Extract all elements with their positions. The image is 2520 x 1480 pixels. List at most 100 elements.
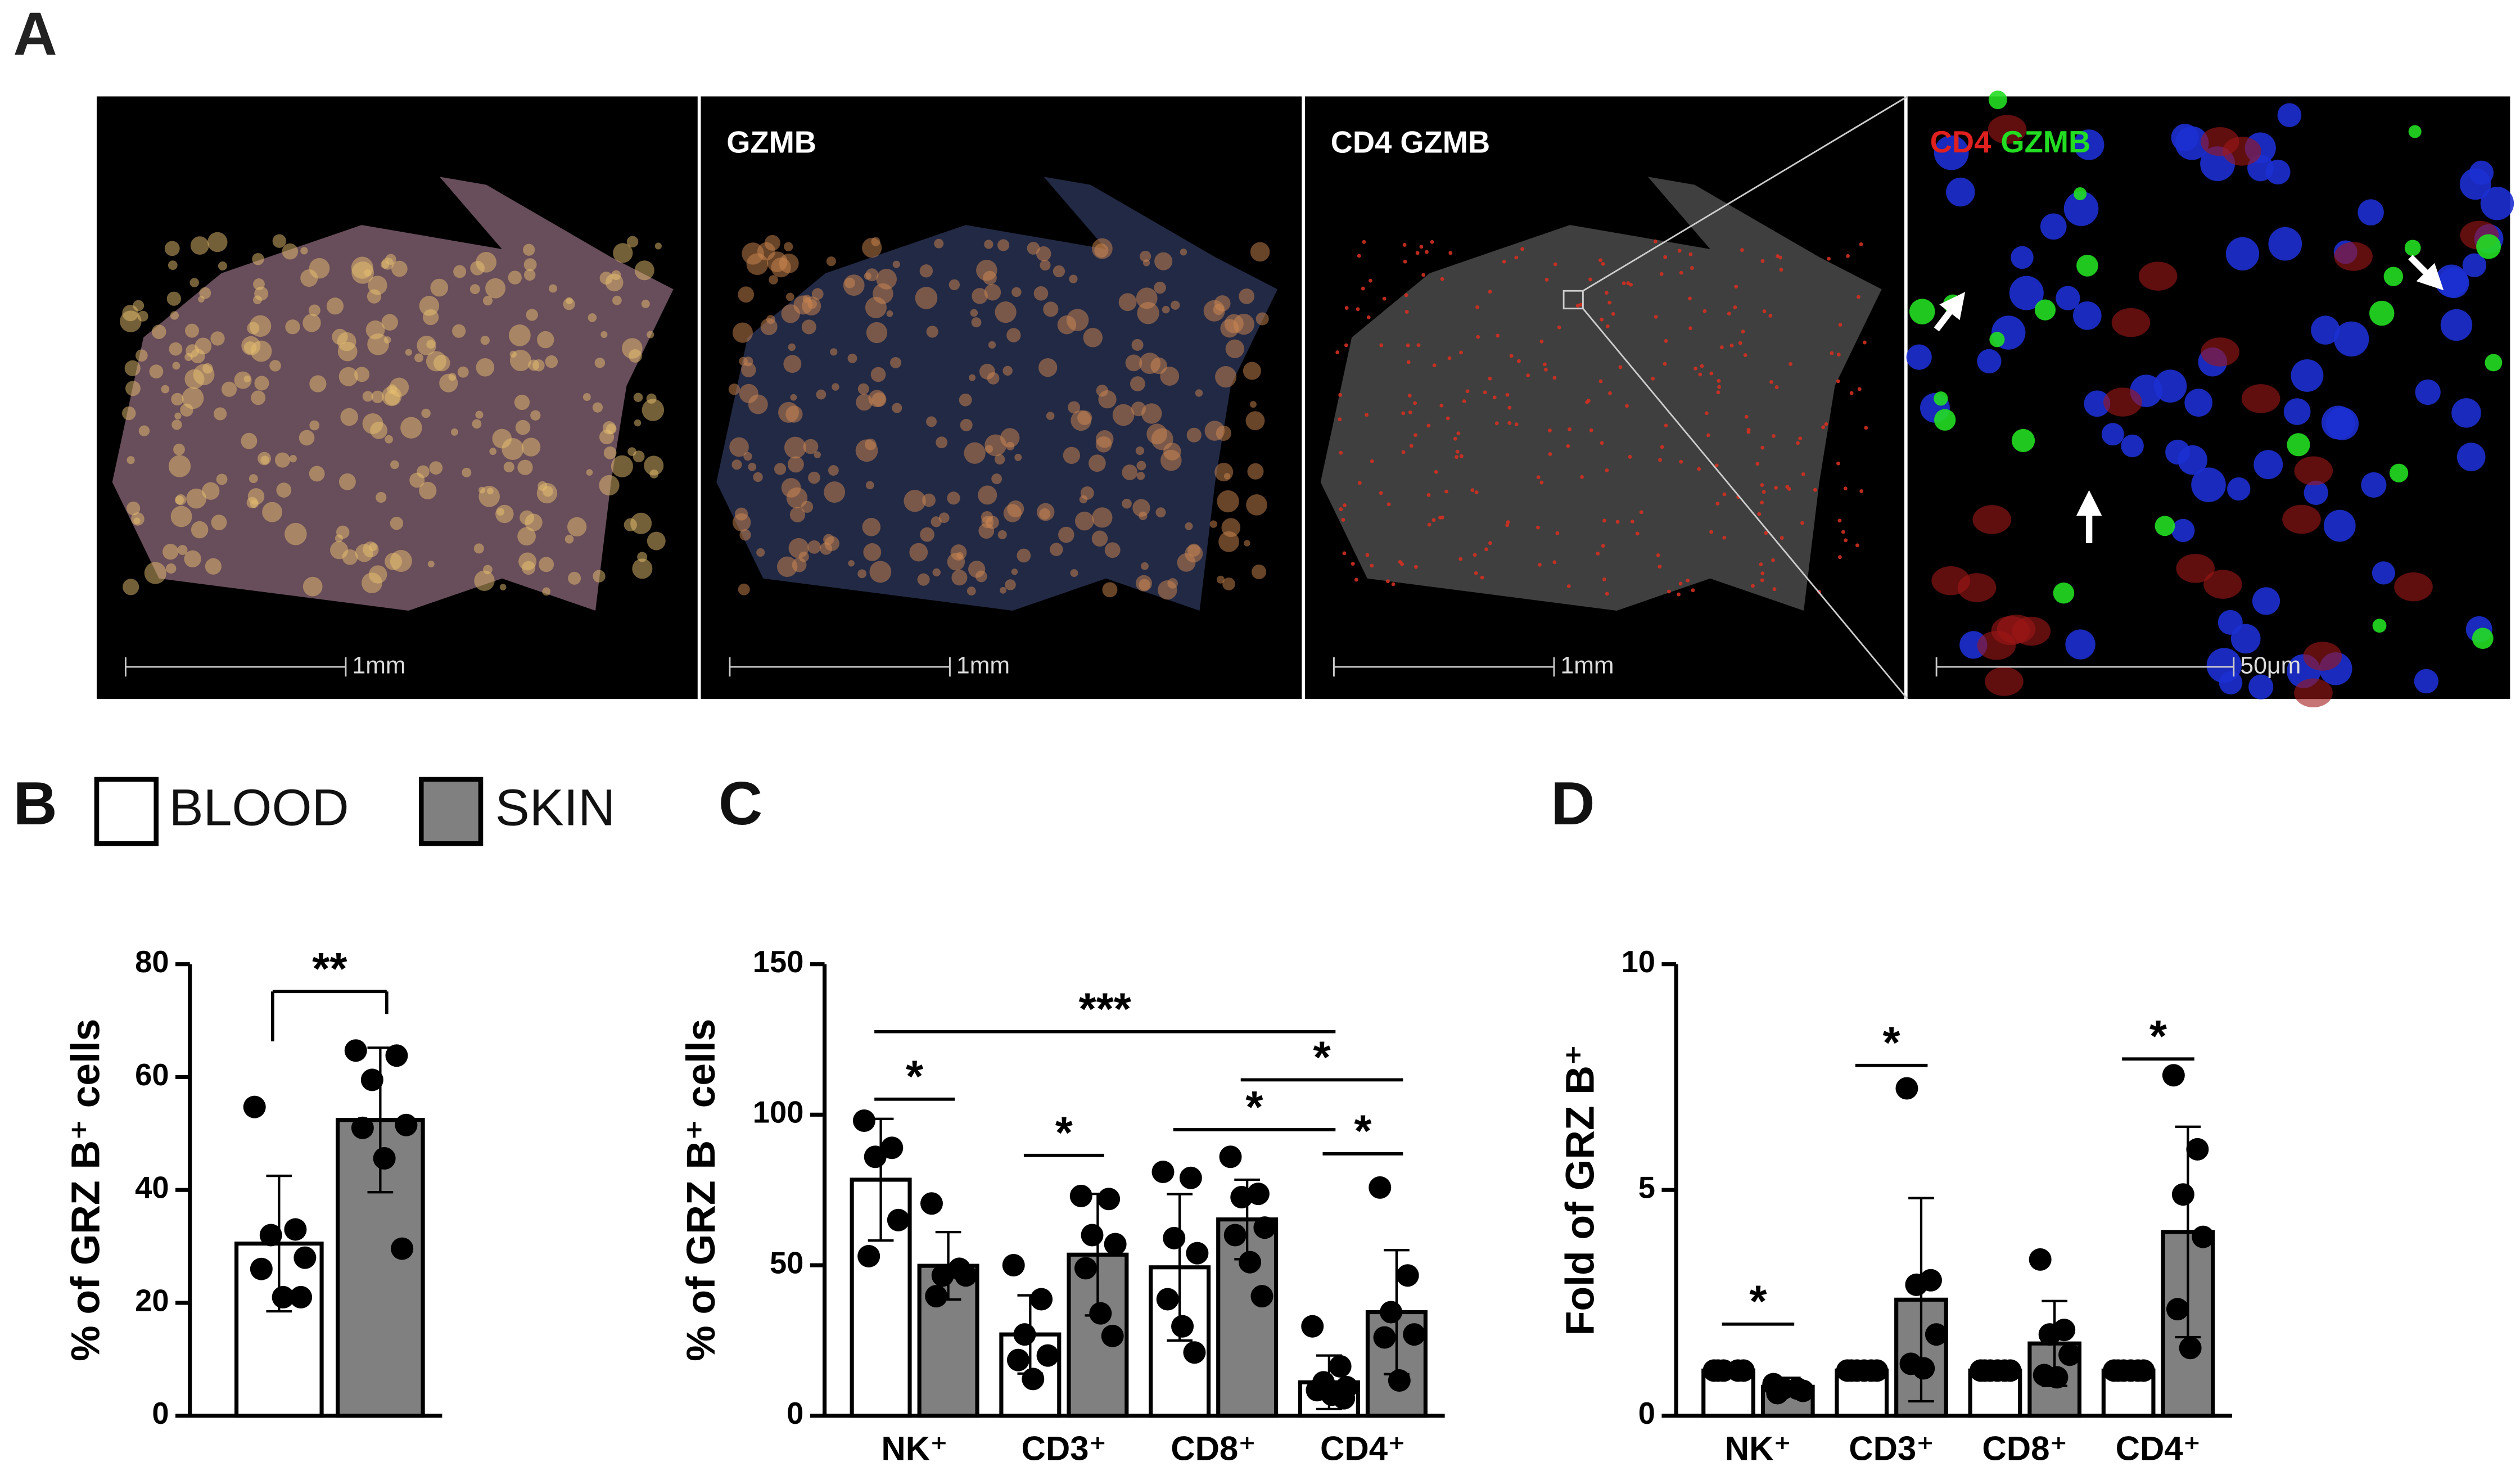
stain-spot [1050,543,1063,556]
stain-spot [123,579,139,595]
nucleus [2063,191,2099,226]
stain-spot [612,295,622,305]
data-point [852,1109,875,1132]
stain-spot [563,298,575,310]
stain-spot [1738,341,1742,345]
stain-spot [947,491,960,505]
stain-spot [1431,518,1436,522]
stain-spot [482,296,493,306]
stain-spot [1719,345,1724,350]
stain-spot [419,481,437,500]
stain-spot [960,418,973,431]
stain-spot [1249,401,1257,408]
data-point [385,1044,408,1067]
data-point [391,1237,414,1260]
data-point [2162,1064,2185,1087]
stain-spot [1089,454,1106,472]
stain-spot [1605,324,1610,328]
stain-spot [1658,565,1662,569]
nucleus [2072,301,2102,330]
data-point [2119,1359,2142,1382]
stain-spot [1069,274,1078,283]
stain-spot [1058,526,1074,543]
stain-spot [786,487,808,509]
stain-spot [309,466,325,482]
stain-spot [1357,481,1362,485]
x-tick-label: CD3⁺ [1849,1429,1934,1467]
stain-spot [199,287,211,299]
cd4-cell [2294,456,2333,485]
legend-swatch [94,777,159,846]
y-tick-label: 80 [135,945,169,979]
gzmb-spot [2155,516,2175,536]
stain-spot [1344,306,1349,310]
nucleus [2268,227,2302,261]
stain-spot [951,570,968,586]
nucleus [2011,246,2034,269]
stain-spot [637,552,648,562]
stain-spot [383,336,391,344]
stain-spot [1096,385,1108,397]
stain-spot [1667,589,1671,594]
stain-spot [173,443,185,455]
gzmb-spot [2389,463,2409,482]
data-point [1002,1254,1025,1277]
stain-spot [1506,520,1510,524]
stain-spot [1585,400,1589,404]
stain-spot [1387,502,1391,507]
data-point [284,1218,307,1241]
stain-spot [814,451,821,458]
stain-spot [1715,502,1720,506]
stain-spot [1664,339,1668,343]
stain-spot [1244,540,1250,547]
stain-spot [890,357,902,368]
stain-spot [1139,353,1161,374]
data-point [351,1116,374,1139]
stain-spot [309,420,320,431]
stain-spot [545,355,558,368]
stain-spot [473,543,484,554]
cd4-cell [1957,573,1997,602]
stain-spot [1494,421,1499,426]
stain-spot [997,239,1010,251]
stain-spot [1566,584,1571,588]
stain-spot [1830,351,1834,355]
stain-spot [1404,310,1409,314]
stain-spot [530,410,541,421]
panel-label: A [13,0,57,68]
data-point [373,1147,396,1170]
x-tick-label: NK⁺ [1725,1429,1791,1467]
data-point [395,1113,418,1136]
stain-spot [1130,376,1145,391]
stain-spot [1070,569,1078,577]
stain-spot [1630,520,1634,524]
stain-spot [1717,378,1721,383]
data-point [954,1264,977,1287]
stain-spot [1602,577,1606,581]
stain-spot [166,291,181,306]
data-point [1253,1216,1276,1239]
nucleus [2334,321,2369,357]
nucleus [2440,309,2473,341]
stain-spot [1221,518,1241,537]
data-point [1895,1077,1918,1100]
data-point [920,1192,943,1215]
data-point [2166,1298,2189,1321]
stain-spot [936,436,948,449]
x-tick-label: CD8⁺ [1982,1429,2067,1467]
nucleus [2480,187,2514,220]
stain-spot [1798,436,1803,441]
gzmb-spot [2476,234,2501,259]
stain-spot [1628,454,1632,459]
stain-spot [1342,551,1347,556]
stain-spot [1827,256,1831,261]
data-point [864,1145,887,1168]
stain-spot [1135,446,1145,455]
data-point [1986,1359,2009,1382]
stain-spot [168,455,191,477]
stain-spot [788,343,796,351]
stain-spot [1039,508,1051,520]
stain-spot [728,383,740,395]
stain-spot [299,430,315,446]
